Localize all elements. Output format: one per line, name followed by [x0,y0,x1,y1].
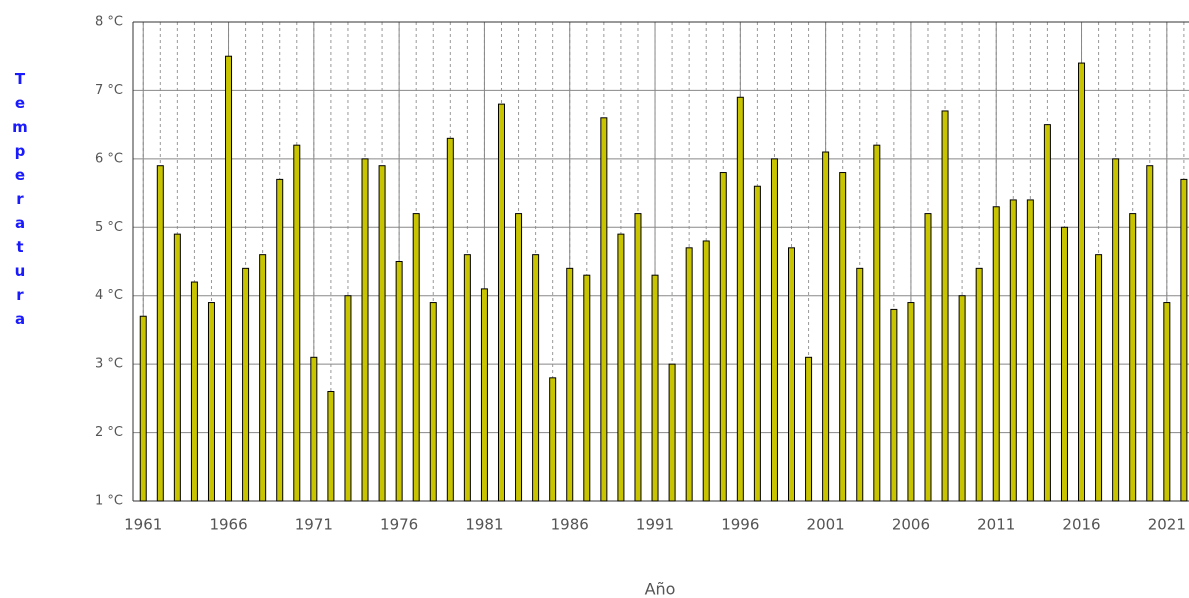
bar [395,261,403,502]
bar [651,274,659,502]
x-tick-label: 1981 [465,516,503,534]
y-tick-label: 3 °C [95,357,123,372]
bar [1095,254,1103,502]
bar [310,356,318,502]
bar [327,391,335,502]
y-tick-label: 1 °C [95,494,123,509]
y-tick-label: 2 °C [95,425,123,440]
x-tick-label: 1961 [124,516,162,534]
bar [259,254,267,502]
bar [156,165,164,502]
x-tick-label: 1996 [721,516,759,534]
x-tick-label: 1971 [295,516,333,534]
bar [617,233,625,502]
bar [600,117,608,502]
bar [890,308,898,502]
bar [822,151,830,502]
bar [361,158,369,502]
bar [515,213,523,502]
bar [1129,213,1137,502]
bar [173,233,181,502]
y-tick-label: 8 °C [95,15,123,30]
x-tick-label: 1991 [636,516,674,534]
bar [992,206,1000,502]
bar [429,302,437,502]
bar [975,267,983,502]
bar [276,178,284,502]
bar [497,103,505,502]
bar [1180,178,1188,502]
bar [1060,226,1068,502]
y-axis-label: Temperatura [11,70,29,334]
bar [634,213,642,502]
bar [788,247,796,502]
y-tick-label: 4 °C [95,288,123,303]
bar [293,144,301,502]
bar [839,172,847,502]
bar [805,356,813,502]
x-axis-label: Año [645,580,676,598]
bar [924,213,932,502]
bar [378,165,386,502]
y-tick-label: 5 °C [95,220,123,235]
bar [344,295,352,502]
bar [1163,302,1171,502]
bar [190,281,198,502]
bar [1112,158,1120,502]
bar [685,247,693,502]
bar [668,363,676,502]
bar [1043,124,1051,502]
x-tick-label: 1966 [209,516,247,534]
bar [856,267,864,502]
y-tick-label: 6 °C [95,151,123,166]
bar [907,302,915,502]
bar [412,213,420,502]
bar [753,185,761,502]
bar [225,55,233,502]
x-tick-label: 1986 [551,516,589,534]
bar [1146,165,1154,502]
bar [463,254,471,502]
bar [566,267,574,502]
bar [941,110,949,502]
x-tick-label: 1976 [380,516,418,534]
bar [1078,62,1086,502]
bar [446,137,454,502]
bar [1026,199,1034,502]
x-tick-label: 2016 [1062,516,1100,534]
bar [719,172,727,502]
bar [480,288,488,502]
bar [958,295,966,502]
bar [1009,199,1017,502]
bar [873,144,881,502]
bar [207,302,215,502]
bar [702,240,710,502]
bar [583,274,591,502]
bar [770,158,778,502]
bar [242,267,250,502]
x-tick-label: 2021 [1148,516,1186,534]
bar [139,315,147,502]
bar [736,96,744,502]
x-tick-label: 2006 [892,516,930,534]
y-tick-label: 7 °C [95,83,123,98]
bar [549,377,557,502]
bar [532,254,540,502]
x-tick-label: 2001 [807,516,845,534]
x-tick-label: 2011 [977,516,1015,534]
